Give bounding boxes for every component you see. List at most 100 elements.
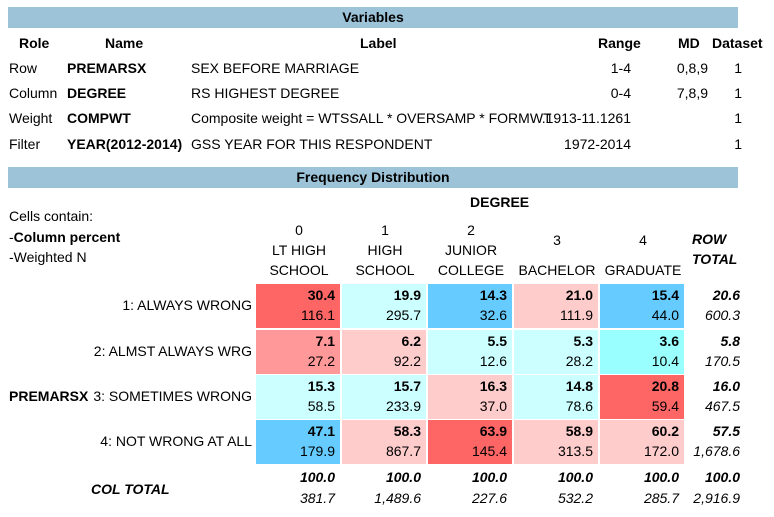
variable-range: 1-4 (610, 60, 631, 76)
header-dataset: Dataset (712, 35, 763, 51)
variable-label: Composite weight = WTSSALL * OVERSAMP * … (191, 110, 552, 126)
cell-weighted-n: 145.4 (471, 443, 507, 459)
cell-percent: 3.6 (659, 333, 679, 349)
table-cell: 16.3 37.0 (428, 375, 512, 419)
cell-percent: 15.3 (307, 378, 335, 394)
column-code: 2 (467, 222, 475, 238)
header-md: MD (678, 35, 700, 51)
cell-percent: 19.9 (393, 287, 421, 303)
table-cell: 60.2 172.0 (600, 420, 684, 464)
table-cell: 30.4 116.1 (256, 284, 340, 328)
table-cell: 5.3 28.2 (514, 330, 598, 374)
row-total-percent: 16.0 (712, 378, 740, 394)
variable-dataset: 1 (734, 85, 742, 101)
table-cell: 63.9 145.4 (428, 420, 512, 464)
table-cell: 15.7 233.9 (342, 375, 426, 419)
col-total-n: 285.7 (643, 490, 679, 506)
variable-dataset: 1 (734, 60, 742, 76)
variable-dataset: 1 (734, 110, 742, 126)
cell-percent: 7.1 (315, 333, 335, 349)
cell-percent: 14.8 (565, 378, 593, 394)
col-total-percent: 100.0 (299, 469, 335, 485)
column-label-line2: BACHELOR (518, 262, 596, 278)
table-cell: 7.1 27.2 (256, 330, 340, 374)
table-cell: 15.3 58.5 (256, 375, 340, 419)
cell-weighted-n: 867.7 (385, 443, 421, 459)
cell-weighted-n: 10.4 (651, 353, 679, 369)
cell-percent: 60.2 (651, 423, 679, 439)
cell-weighted-n: 233.9 (385, 398, 421, 414)
variable-role: Column (9, 85, 58, 101)
cell-weighted-n: 313.5 (557, 443, 593, 459)
legend-column-percent-text: Column percent (13, 229, 121, 245)
column-label-line1: JUNIOR (444, 242, 498, 258)
cell-percent: 5.3 (573, 333, 593, 349)
table-cell: 3.6 10.4 (600, 330, 684, 374)
cell-weighted-n: 59.4 (651, 398, 679, 414)
col-total-n: 532.2 (557, 490, 593, 506)
col-total-n: 1,489.6 (374, 490, 421, 506)
cell-percent: 58.9 (565, 423, 593, 439)
row-label: 1: ALWAYS WRONG (122, 297, 252, 313)
row-variable-name: PREMARSX (9, 388, 89, 404)
table-cell: 14.8 78.6 (514, 375, 598, 419)
cell-weighted-n: 111.9 (560, 307, 593, 323)
variable-label: RS HIGHEST DEGREE (191, 85, 340, 101)
table-cell: 6.2 92.2 (342, 330, 426, 374)
col-total-percent: 100.0 (385, 469, 421, 485)
cell-weighted-n: 172.0 (643, 443, 679, 459)
variable-range: 0-4 (610, 85, 631, 101)
variable-role: Row (9, 60, 38, 76)
row-total-percent: 57.5 (712, 423, 740, 439)
variables-title: Variables (8, 7, 738, 28)
table-cell: 14.3 32.6 (428, 284, 512, 328)
cell-percent: 58.3 (393, 423, 421, 439)
cell-percent: 6.2 (401, 333, 421, 349)
column-variable-name: DEGREE (470, 194, 530, 210)
column-code: 0 (295, 222, 303, 238)
col-total-label: COL TOTAL (91, 481, 170, 497)
column-label-line2: COLLEGE (437, 262, 505, 278)
table-cell: 58.9 313.5 (514, 420, 598, 464)
column-label-line2: SCHOOL (355, 262, 415, 278)
column-label-line2: GRADUATE (604, 262, 682, 278)
cell-weighted-n: 28.2 (565, 353, 593, 369)
variable-role: Weight (9, 110, 53, 126)
row-total-percent: 20.6 (712, 287, 740, 303)
header-range: Range (598, 35, 641, 51)
cell-weighted-n: 78.6 (565, 398, 593, 414)
table-cell: 5.5 12.6 (428, 330, 512, 374)
cell-weighted-n: 37.0 (479, 398, 507, 414)
table-cell: 20.8 59.4 (600, 375, 684, 419)
cell-weighted-n: 44.0 (651, 307, 679, 323)
row-total-header-1: ROW (692, 231, 727, 247)
grand-total-n: 2,916.9 (693, 490, 740, 506)
cells-contain-label: Cells contain: (9, 208, 94, 224)
variable-range: 1972-2014 (564, 136, 631, 152)
cell-weighted-n: 179.9 (299, 443, 335, 459)
table-cell: 15.4 44.0 (600, 284, 684, 328)
row-total-n: 170.5 (704, 353, 740, 369)
row-total-header-2: TOTAL (692, 251, 738, 267)
variable-range: .1913-11.1261 (541, 110, 631, 126)
cell-percent: 14.3 (479, 287, 507, 303)
column-code: 4 (639, 232, 647, 248)
header-label: Label (360, 35, 397, 51)
cell-weighted-n: 116.1 (301, 307, 335, 323)
row-label: 3: SOMETIMES WRONG (93, 388, 252, 404)
col-total-n: 381.7 (299, 490, 335, 506)
variable-name: PREMARSX (67, 60, 147, 76)
row-total-n: 1,678.6 (693, 443, 740, 459)
column-code: 3 (553, 232, 561, 248)
header-role: Role (19, 35, 50, 51)
column-label-line2: SCHOOL (269, 262, 329, 278)
row-total-percent: 5.8 (720, 333, 740, 349)
table-cell: 58.3 867.7 (342, 420, 426, 464)
cell-weighted-n: 92.2 (393, 353, 421, 369)
cell-weighted-n: 12.6 (479, 353, 507, 369)
cell-percent: 15.7 (393, 378, 421, 394)
frequency-title: Frequency Distribution (8, 167, 738, 188)
row-total-n: 467.5 (704, 398, 740, 414)
cell-percent: 5.5 (487, 333, 507, 349)
col-total-n: 227.6 (471, 490, 507, 506)
